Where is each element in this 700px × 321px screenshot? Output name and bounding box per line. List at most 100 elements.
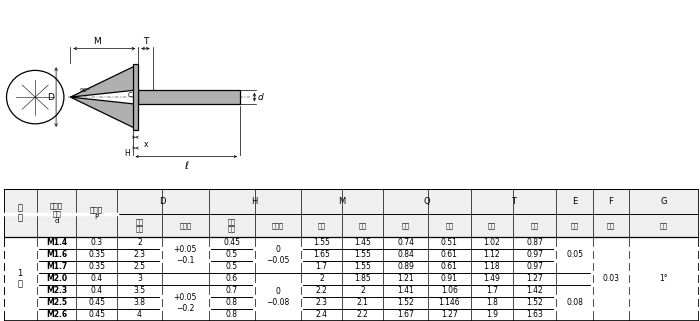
Bar bbox=[4, 189, 37, 237]
Text: 2.5: 2.5 bbox=[134, 262, 146, 271]
Text: 1.52: 1.52 bbox=[526, 299, 543, 308]
Text: 1.27: 1.27 bbox=[441, 310, 458, 319]
Text: 1.8: 1.8 bbox=[486, 299, 498, 308]
Text: 0.5: 0.5 bbox=[226, 250, 238, 259]
Text: E: E bbox=[572, 197, 577, 206]
Text: 0.35: 0.35 bbox=[88, 250, 105, 259]
Text: 0.8: 0.8 bbox=[226, 299, 238, 308]
Text: 1.7: 1.7 bbox=[316, 262, 328, 271]
Text: 3.8: 3.8 bbox=[134, 299, 146, 308]
Text: ピッチ
P: ピッチ P bbox=[90, 206, 103, 220]
Text: 90°: 90° bbox=[80, 88, 90, 93]
Text: 0.84: 0.84 bbox=[397, 250, 414, 259]
Bar bbox=[301, 189, 342, 237]
Text: 0.45: 0.45 bbox=[223, 238, 240, 247]
Text: 0.97: 0.97 bbox=[526, 262, 543, 271]
Text: 4: 4 bbox=[137, 310, 142, 319]
Bar bbox=[162, 189, 209, 237]
Text: D: D bbox=[47, 92, 54, 102]
Bar bbox=[428, 189, 470, 237]
Text: 1.41: 1.41 bbox=[397, 286, 414, 295]
Text: F: F bbox=[608, 197, 613, 206]
Text: 0.08: 0.08 bbox=[566, 299, 583, 308]
Text: 1.146: 1.146 bbox=[439, 299, 460, 308]
Text: H: H bbox=[124, 149, 130, 158]
Text: 最小: 最小 bbox=[531, 222, 538, 229]
Text: 1.21: 1.21 bbox=[398, 274, 414, 283]
Text: M2.0: M2.0 bbox=[46, 274, 67, 283]
Text: 2.1: 2.1 bbox=[356, 299, 368, 308]
Text: 最小: 最小 bbox=[445, 222, 454, 229]
Text: 基準
寸法: 基準 寸法 bbox=[135, 218, 143, 232]
Text: 1
種: 1 種 bbox=[18, 269, 23, 289]
Bar bbox=[37, 189, 76, 237]
Text: 1.12: 1.12 bbox=[484, 250, 500, 259]
Text: 0.8: 0.8 bbox=[226, 310, 238, 319]
Text: 3.5: 3.5 bbox=[133, 286, 146, 295]
Text: 0.74: 0.74 bbox=[397, 238, 414, 247]
Text: 最大: 最大 bbox=[607, 222, 615, 229]
Bar bbox=[209, 189, 255, 237]
Text: 1.85: 1.85 bbox=[354, 274, 371, 283]
Text: M: M bbox=[92, 37, 100, 46]
Text: 0.03: 0.03 bbox=[603, 274, 620, 283]
Text: 0
−0.05: 0 −0.05 bbox=[267, 245, 290, 265]
Bar bbox=[342, 189, 383, 237]
Text: 0.35: 0.35 bbox=[88, 262, 105, 271]
Text: Q: Q bbox=[424, 197, 430, 206]
Text: H: H bbox=[251, 197, 258, 206]
Text: +0.05
−0.2: +0.05 −0.2 bbox=[174, 293, 197, 313]
Text: D: D bbox=[160, 197, 166, 206]
Text: M: M bbox=[338, 197, 346, 206]
Text: 1.45: 1.45 bbox=[354, 238, 371, 247]
Bar bbox=[255, 189, 301, 237]
Text: 0.4: 0.4 bbox=[90, 274, 103, 283]
Text: 1.7: 1.7 bbox=[486, 286, 498, 295]
Text: 1.02: 1.02 bbox=[484, 238, 500, 247]
Text: 0.05: 0.05 bbox=[566, 250, 583, 259]
Text: ℓ: ℓ bbox=[184, 161, 188, 171]
Text: G: G bbox=[661, 197, 667, 206]
Text: T: T bbox=[511, 197, 516, 206]
Text: 0.45: 0.45 bbox=[88, 299, 105, 308]
Text: 0.4: 0.4 bbox=[90, 286, 103, 295]
Text: 0.51: 0.51 bbox=[441, 238, 458, 247]
Text: 0.91: 0.91 bbox=[441, 274, 458, 283]
Text: 1.63: 1.63 bbox=[526, 310, 543, 319]
Text: 2: 2 bbox=[319, 274, 324, 283]
Bar bbox=[593, 189, 629, 237]
Text: 最大: 最大 bbox=[402, 222, 409, 229]
Bar bbox=[383, 189, 428, 237]
Text: 0
−0.08: 0 −0.08 bbox=[267, 287, 290, 307]
Text: 最大: 最大 bbox=[660, 222, 668, 229]
Bar bbox=[629, 189, 699, 237]
Text: 1.55: 1.55 bbox=[313, 238, 330, 247]
Text: 最大: 最大 bbox=[318, 222, 326, 229]
Text: 1.52: 1.52 bbox=[397, 299, 414, 308]
Text: 1.65: 1.65 bbox=[313, 250, 330, 259]
Text: x: x bbox=[144, 140, 148, 149]
Text: 0.87: 0.87 bbox=[526, 238, 543, 247]
Bar bbox=[513, 189, 556, 237]
Text: 1°: 1° bbox=[659, 274, 668, 283]
Text: 2.4: 2.4 bbox=[316, 310, 328, 319]
Text: 2.3: 2.3 bbox=[316, 299, 328, 308]
Text: +0.05
−0.1: +0.05 −0.1 bbox=[174, 245, 197, 265]
Text: 0.5: 0.5 bbox=[226, 262, 238, 271]
Bar bbox=[470, 189, 513, 237]
Text: M2.6: M2.6 bbox=[46, 310, 67, 319]
Text: M2.3: M2.3 bbox=[46, 286, 67, 295]
Text: 種
類: 種 類 bbox=[18, 204, 22, 223]
Text: 0.45: 0.45 bbox=[88, 310, 105, 319]
Text: 2: 2 bbox=[137, 238, 142, 247]
Polygon shape bbox=[71, 97, 139, 130]
Bar bbox=[556, 189, 593, 237]
Text: 0.61: 0.61 bbox=[441, 262, 458, 271]
Bar bbox=[76, 189, 117, 237]
Bar bbox=[117, 189, 162, 237]
Text: 0.89: 0.89 bbox=[397, 262, 414, 271]
Text: 1.55: 1.55 bbox=[354, 250, 371, 259]
Text: 許容差: 許容差 bbox=[272, 222, 284, 229]
Text: 最大: 最大 bbox=[488, 222, 496, 229]
Text: 許容差: 許容差 bbox=[179, 222, 191, 229]
